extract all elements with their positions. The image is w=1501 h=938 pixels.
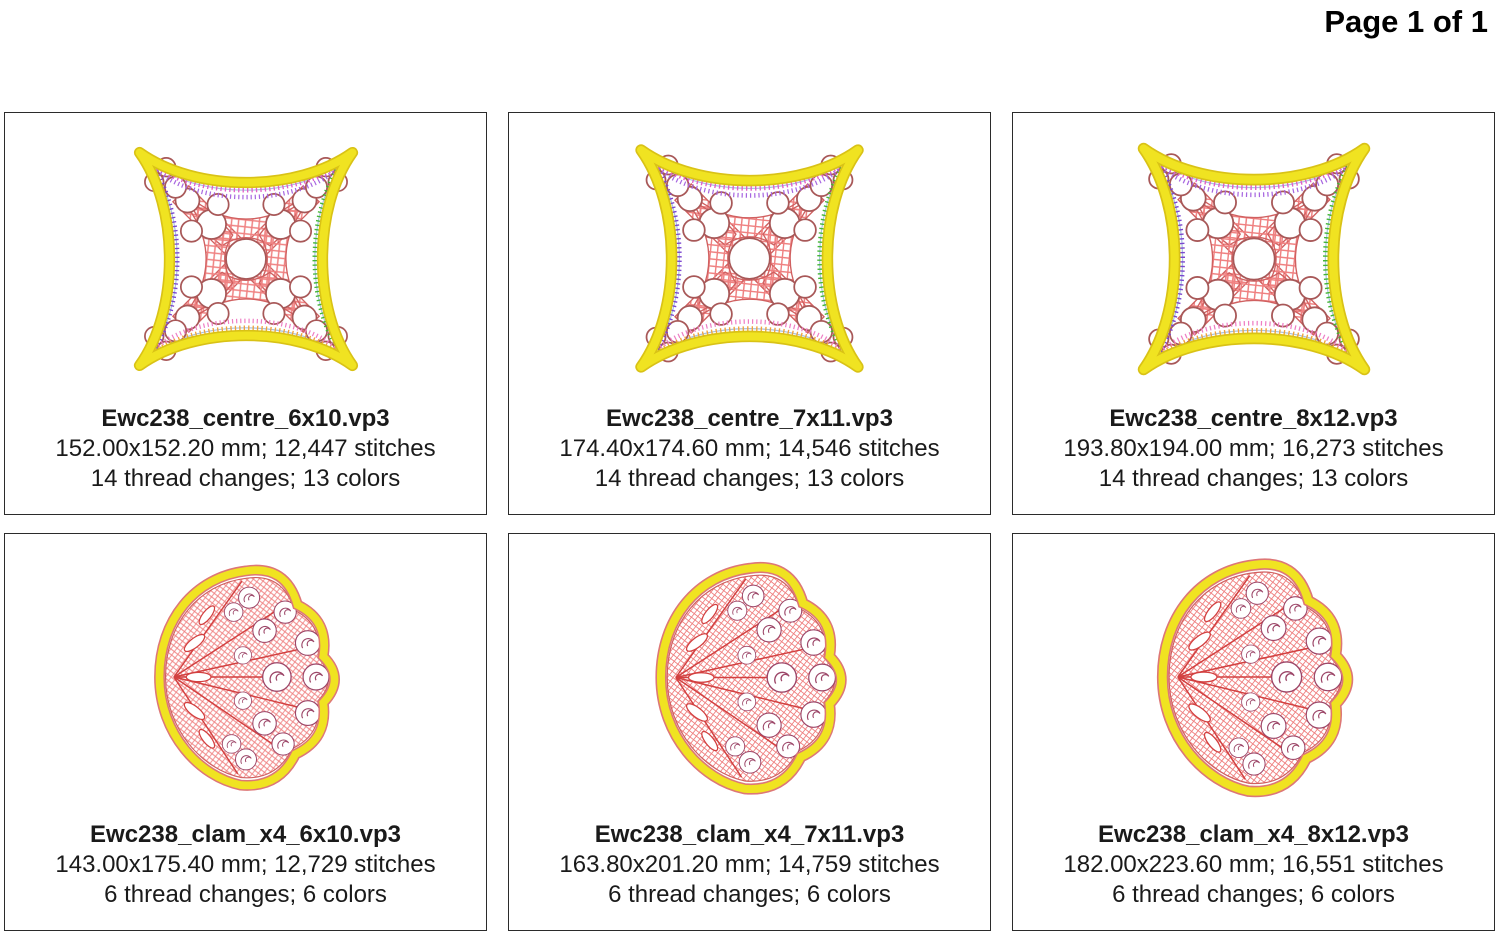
design-thread-info: 6 thread changes; 6 colors [608,881,891,908]
design-thread-info: 14 thread changes; 13 colors [1098,465,1409,492]
design-dimensions: 182.00x223.60 mm; 16,551 stitches [1063,851,1444,878]
design-card: Ewc238_clam_x4_8x12.vp3 182.00x223.60 mm… [1012,533,1495,931]
design-card: Ewc238_clam_x4_7x11.vp3 163.80x201.20 mm… [508,533,991,931]
design-dimensions: 163.80x201.20 mm; 14,759 stitches [559,851,940,878]
design-card: Ewc238_centre_6x10.vp3 152.00x152.20 mm;… [4,112,487,515]
design-info: Ewc238_centre_7x11.vp3 174.40x174.60 mm;… [509,404,990,494]
design-thumbnail-area [509,534,990,820]
page-number-label: Page 1 of 1 [1324,4,1488,39]
design-card: Ewc238_centre_8x12.vp3 193.80x194.00 mm;… [1012,112,1495,515]
clam-design-thumbnail [143,548,349,806]
design-thumbnail-area [5,534,486,820]
design-thread-info: 6 thread changes; 6 colors [1112,881,1395,908]
design-filename: Ewc238_centre_7x11.vp3 [606,405,893,432]
design-card: Ewc238_centre_7x11.vp3 174.40x174.60 mm;… [508,112,991,515]
design-info: Ewc238_clam_x4_7x11.vp3 163.80x201.20 mm… [509,820,990,910]
design-filename: Ewc238_clam_x4_6x10.vp3 [90,821,401,848]
design-filename: Ewc238_clam_x4_8x12.vp3 [1098,821,1409,848]
clam-design-thumbnail [644,545,856,810]
design-dimensions: 152.00x152.20 mm; 12,447 stitches [55,435,436,462]
design-dimensions: 143.00x175.40 mm; 12,729 stitches [55,851,436,878]
design-thread-info: 14 thread changes; 13 colors [90,465,401,492]
design-dimensions: 193.80x194.00 mm; 16,273 stitches [1063,435,1444,462]
design-thread-info: 6 thread changes; 6 colors [104,881,387,908]
design-catalog-grid: Ewc238_centre_6x10.vp3 152.00x152.20 mm;… [4,112,1495,931]
design-thumbnail-area [1013,113,1494,404]
design-card: Ewc238_clam_x4_6x10.vp3 143.00x175.40 mm… [4,533,487,931]
design-filename: Ewc238_centre_8x12.vp3 [1109,405,1398,432]
design-dimensions: 174.40x174.60 mm; 14,546 stitches [559,435,940,462]
design-thumbnail-area [5,113,486,404]
design-info: Ewc238_centre_8x12.vp3 193.80x194.00 mm;… [1013,404,1494,494]
centre-design-thumbnail [113,126,379,392]
centre-design-thumbnail [1116,121,1392,397]
design-thumbnail-area [1013,534,1494,820]
design-thread-info: 14 thread changes; 13 colors [594,465,905,492]
design-filename: Ewc238_centre_6x10.vp3 [101,405,390,432]
clam-design-thumbnail [1145,541,1363,813]
design-info: Ewc238_clam_x4_6x10.vp3 143.00x175.40 mm… [5,820,486,910]
centre-design-thumbnail [614,123,885,394]
design-info: Ewc238_centre_6x10.vp3 152.00x152.20 mm;… [5,404,486,494]
design-filename: Ewc238_clam_x4_7x11.vp3 [594,821,905,848]
design-info: Ewc238_clam_x4_8x12.vp3 182.00x223.60 mm… [1013,820,1494,910]
design-thumbnail-area [509,113,990,404]
